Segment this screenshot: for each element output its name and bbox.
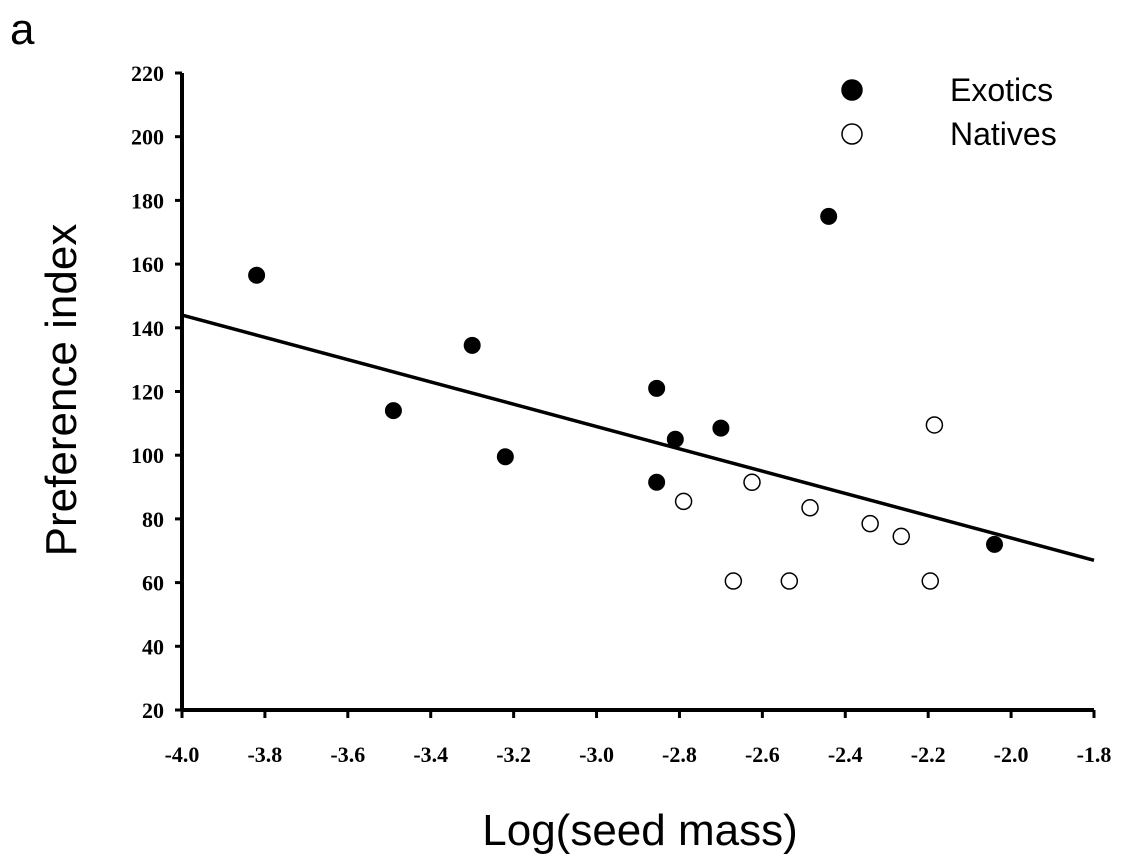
exotics-point [248, 266, 266, 284]
x-tick-label: -2.2 [911, 742, 946, 767]
y-tick-label: 60 [142, 571, 164, 596]
exotics-point [463, 336, 481, 354]
y-tick-label: 20 [142, 698, 164, 723]
y-tick-label: 140 [131, 316, 164, 341]
panel-label: a [10, 5, 35, 54]
x-tick-label: -3.6 [330, 742, 365, 767]
x-tick-label: -2.4 [828, 742, 863, 767]
x-tick-label: -2.8 [662, 742, 697, 767]
x-tick-label: -3.2 [496, 742, 531, 767]
legend-label: Natives [950, 116, 1057, 152]
natives-point [925, 416, 944, 434]
exotics-point [648, 473, 666, 491]
x-tick-label: -3.0 [579, 742, 614, 767]
y-tick-label: 220 [131, 61, 164, 86]
exotics-point [496, 448, 514, 466]
y-axis-title: Preference index [37, 224, 86, 557]
natives-point [921, 572, 940, 590]
exotics-point [666, 430, 684, 448]
y-tick-label: 120 [131, 380, 164, 405]
natives-point [724, 572, 743, 590]
legend-marker-exotics [841, 79, 863, 101]
exotics-point [648, 379, 666, 397]
natives-point [892, 527, 910, 546]
y-tick-label: 40 [142, 634, 164, 659]
natives-point [743, 473, 761, 492]
natives-point [801, 499, 819, 517]
regression-line [181, 313, 1095, 562]
exotics-point [384, 402, 402, 420]
y-tick-label: 180 [131, 188, 164, 213]
y-tick-label: 100 [131, 443, 164, 468]
exotics-point [820, 207, 838, 225]
x-tick-label: -1.8 [1077, 742, 1112, 767]
exotics-point [986, 535, 1004, 553]
y-tick-label: 80 [142, 507, 164, 532]
x-tick-label: -2.6 [745, 742, 780, 767]
legend-marker-natives [841, 123, 863, 145]
y-tick-label: 160 [131, 252, 164, 277]
x-tick-label: -3.4 [413, 742, 448, 767]
natives-point [861, 514, 879, 533]
natives-point [674, 492, 693, 511]
exotics-point [712, 419, 730, 437]
x-tick-label: -2.0 [994, 742, 1029, 767]
plot-area: 20 40 60 80 100 120 140 160 180 200 220 -4.0 -3.8 -3.… [131, 61, 1111, 767]
legend-label: Exotics [950, 72, 1053, 108]
legend: Exotics Natives [841, 72, 1057, 152]
y-tick-label: 200 [131, 125, 164, 150]
x-axis-title: Log(seed mass) [482, 806, 797, 855]
natives-point [780, 572, 799, 590]
x-tick-label: -3.8 [247, 742, 282, 767]
x-tick-label: -4.0 [165, 742, 200, 767]
